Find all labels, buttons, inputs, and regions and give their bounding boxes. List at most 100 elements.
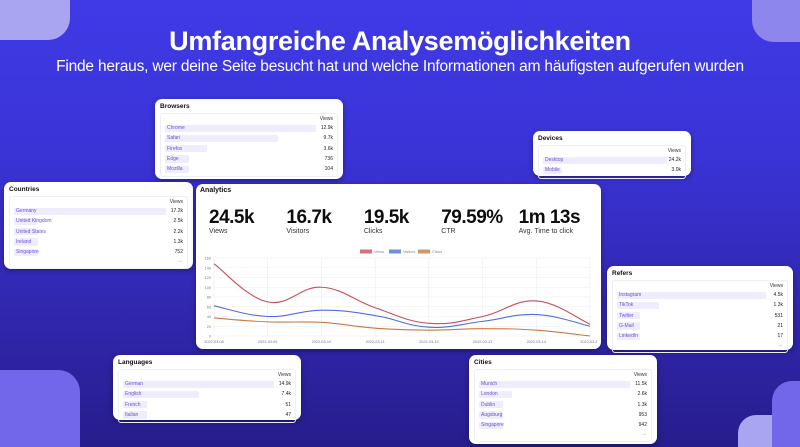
list-item-label[interactable]: United Kingdom — [16, 218, 52, 225]
list-item-value: 9.7k — [323, 135, 333, 142]
card-title: Browsers — [160, 103, 190, 110]
value-bar — [165, 165, 189, 173]
list-item[interactable]: Ireland 1.3k — [14, 237, 183, 247]
decorative-shape-bottom-left — [0, 370, 80, 447]
arrow-right-icon[interactable]: → — [641, 431, 647, 438]
list-item-label[interactable]: Dublin — [481, 401, 496, 408]
list-item-label[interactable]: Edge — [167, 156, 179, 163]
list-item-label[interactable]: Mozilla — [167, 166, 183, 173]
list-item[interactable]: London 2.6k — [479, 389, 647, 399]
list-item-label[interactable]: Ireland — [16, 239, 32, 246]
y-tick-label: 40 — [207, 315, 211, 319]
list-item-label[interactable]: London — [481, 391, 498, 398]
list-item-label[interactable]: French — [125, 401, 141, 408]
series-line-clicks — [213, 317, 591, 337]
list-item-label[interactable]: Safari — [167, 135, 181, 142]
value-bar — [479, 401, 503, 409]
y-tick-label: 60 — [207, 305, 211, 309]
legend-swatch — [418, 249, 430, 254]
list-item-label[interactable]: German — [125, 381, 144, 388]
list-item-label[interactable]: TikTok — [619, 302, 634, 309]
value-bar — [123, 411, 147, 419]
value-bar — [543, 156, 668, 164]
list-item[interactable]: Firefox 3.6k — [165, 144, 333, 154]
value-bar — [617, 312, 641, 320]
stat-label: Visitors — [286, 228, 310, 235]
stat-value: 19.5k — [363, 207, 410, 228]
list-item[interactable]: G-Mail 21 — [617, 321, 783, 331]
value-bar — [479, 380, 631, 388]
list-item-label[interactable]: Singapore — [481, 422, 504, 429]
list-item[interactable]: United Kingdom 2.5k — [14, 216, 183, 226]
list-item[interactable]: English 7.4k — [123, 389, 291, 399]
list-item[interactable]: Dublin 1.3k — [479, 400, 647, 410]
list-item-label[interactable]: Munich — [481, 381, 498, 388]
stat-label: CTR — [441, 228, 456, 235]
list-item-value: 17.2k — [170, 208, 183, 215]
list-item[interactable]: LinkedIn 17 — [617, 331, 783, 341]
list-item[interactable]: Italian 47 — [123, 410, 291, 420]
list-item-value: 2.2k — [173, 228, 183, 235]
views-column-header: Views — [633, 372, 647, 378]
list-item-label[interactable]: Desktop — [545, 157, 564, 164]
y-tick-label: 80 — [207, 296, 211, 300]
list-item[interactable]: German 14.9k — [123, 379, 291, 389]
arrow-right-icon[interactable]: → — [777, 342, 783, 349]
list-item[interactable]: Instagram 4.5k — [617, 290, 783, 300]
analytics-card: Analytics 24.5k Views 16.7k Visitors 19.… — [196, 184, 601, 349]
views-column-header: Views — [769, 283, 783, 289]
list-item[interactable]: Mozilla 104 — [165, 164, 333, 174]
decorative-shape-bottom-right — [772, 381, 800, 447]
list-item[interactable]: Edge 736 — [165, 154, 333, 164]
list-item[interactable]: Safari 9.7k — [165, 133, 333, 143]
list-item[interactable]: Singapore 942 — [479, 420, 647, 430]
list-item-label[interactable]: Twitter — [619, 312, 634, 319]
list-item[interactable]: Desktop 24.2k — [543, 155, 681, 165]
list-item[interactable]: Chrome 12.9k — [165, 123, 333, 133]
list-item-label[interactable]: Firefox — [167, 145, 183, 152]
line-chart-svg: 0 20 40 60 80 100 120 140 160 2022-03-08 2022-03-0… — [204, 249, 600, 344]
list-item-label[interactable]: Mobile — [545, 167, 560, 174]
list-item-label[interactable]: Germany — [16, 208, 37, 215]
y-tick-label: 20 — [207, 325, 211, 329]
value-bar — [14, 248, 38, 256]
legend-swatch — [389, 249, 401, 254]
list-item[interactable]: French 51 — [123, 400, 291, 410]
value-bar — [479, 411, 503, 419]
list-item-label[interactable]: Singapore — [16, 249, 39, 256]
list-item[interactable]: Mobile 3.0k — [543, 165, 681, 175]
list-item[interactable]: Singapore 752 — [14, 247, 183, 257]
list-item-value: 752 — [174, 249, 183, 256]
list-item-label[interactable]: United States — [16, 228, 47, 235]
stat-value: 79.59% — [441, 207, 503, 228]
stat-value: 1m 13s — [518, 207, 581, 228]
list-item[interactable]: Germany 17.2k — [14, 206, 183, 216]
list-item-label[interactable]: Augsburg — [481, 412, 503, 419]
list-item-label[interactable]: Chrome — [167, 125, 185, 132]
browsers-card: Browsers Views Chrome 12.9k Safari 9.7k Firef… — [155, 99, 343, 179]
stat-views: 24.5k Views — [209, 208, 286, 236]
list-item-label[interactable]: English — [125, 391, 142, 398]
y-tick-label: 160 — [205, 257, 211, 261]
list-item-label[interactable]: Italian — [125, 412, 139, 419]
list-item-label[interactable]: LinkedIn — [619, 333, 638, 340]
legend-swatch — [360, 249, 372, 254]
y-tick-label: 100 — [205, 286, 211, 290]
list-item[interactable]: Augsburg 953 — [479, 410, 647, 420]
list-item[interactable]: Munich 11.5k — [479, 379, 647, 389]
arrow-right-icon[interactable]: → — [177, 258, 183, 265]
series-line-views — [213, 263, 591, 325]
list-item-value: 47 — [285, 412, 291, 419]
list-item-value: 1.3k — [637, 401, 647, 408]
card-title: Analytics — [200, 187, 232, 194]
list-item[interactable]: TikTok 1.3k — [617, 300, 783, 310]
views-column-header: Views — [319, 116, 333, 122]
list-item-label[interactable]: Instagram — [619, 292, 642, 299]
list-item[interactable]: United States 2.2k — [14, 227, 183, 237]
value-bar — [14, 238, 38, 246]
list-item[interactable]: Twitter 531 — [617, 311, 783, 321]
list-item-label[interactable]: G-Mail — [619, 323, 634, 330]
list-item-value: 3.0k — [671, 167, 681, 174]
list-item-value: 104 — [324, 166, 333, 173]
views-column-header: Views — [667, 148, 681, 154]
